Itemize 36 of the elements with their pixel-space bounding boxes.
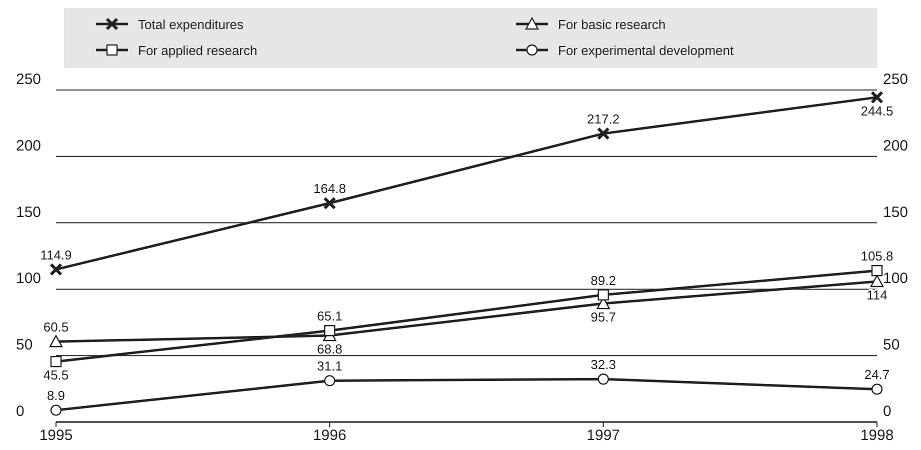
data-label: 32.3 [590,357,616,372]
y2-tick-label: 250 [883,71,908,88]
y-tick-label: 200 [16,137,42,154]
y2-tick-label: 100 [883,270,908,288]
y2-tick-label: 50 [883,336,900,354]
data-label: 217.2 [587,112,620,127]
x-tick-label: 1995 [39,427,73,444]
legend-label: For basic research [558,17,666,32]
y-tick-label: 150 [16,204,42,221]
y-tick-label: 50 [16,336,33,354]
data-label: 105.8 [860,248,894,264]
data-label: 31.1 [317,358,342,374]
x-tick-label: 1996 [312,427,346,444]
y-tick-label: 100 [16,270,42,288]
data-label: 164.8 [313,181,346,196]
y2-tick-label: 0 [883,403,892,420]
data-label: 95.7 [590,310,616,325]
data-label: 60.5 [43,320,69,335]
data-label: 89.2 [590,272,616,288]
y-tick-label: 0 [16,403,24,420]
x-tick-label: 1998 [860,427,894,444]
legend-label: Total expenditures [138,17,244,32]
y2-tick-label: 200 [883,137,908,154]
data-label: 24.7 [864,367,890,382]
x-tick-label: 1997 [586,427,620,444]
data-label: 65.1 [317,308,342,324]
data-label: 114.9 [40,247,72,262]
y-tick-label: 250 [16,71,42,88]
y2-tick-label: 150 [883,204,908,221]
legend-label: For experimental development [558,43,734,58]
data-label: 244.5 [860,103,894,118]
data-label: 114 [866,288,888,302]
data-label: 8.9 [46,388,66,404]
data-label: 45.5 [43,368,69,383]
data-label: 68.8 [317,342,342,357]
legend-label: For applied research [138,43,258,58]
